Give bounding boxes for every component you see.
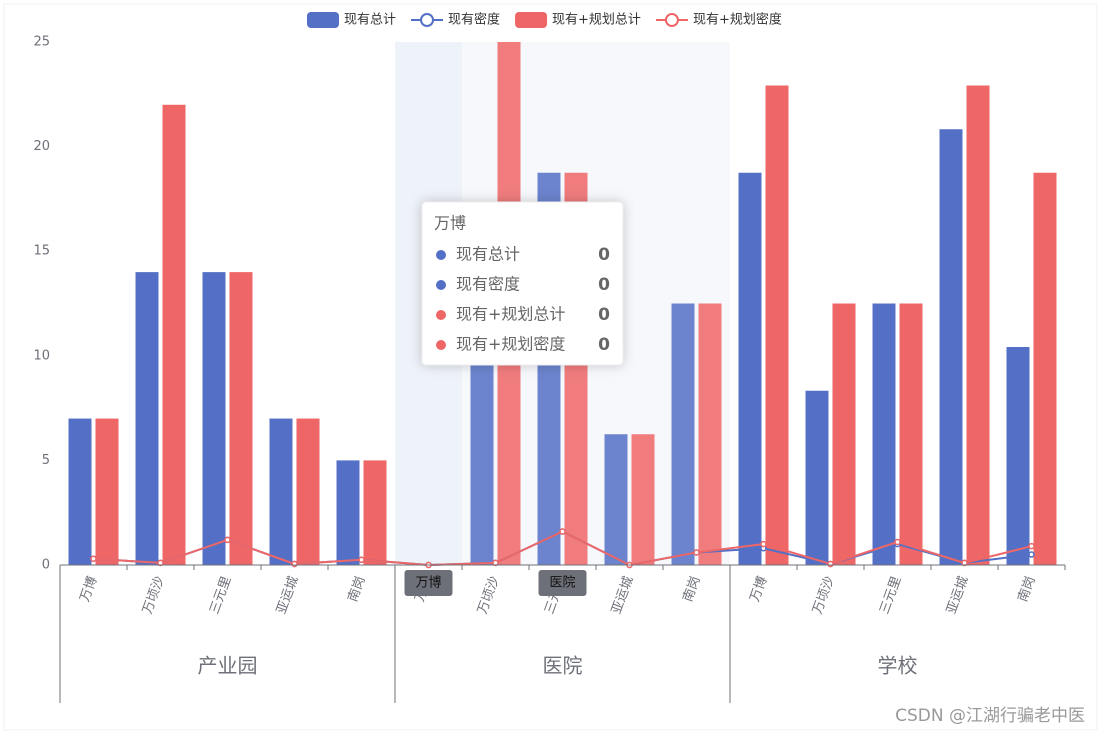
bar — [966, 85, 990, 565]
bar — [269, 418, 293, 565]
line-point — [291, 560, 298, 568]
bar — [202, 272, 226, 565]
legend-label: 现有+规划总计 — [552, 13, 641, 28]
line-point — [1028, 551, 1035, 558]
y-tick-label: 10 — [33, 348, 50, 363]
bar — [470, 303, 494, 565]
bar — [765, 85, 789, 565]
line-point — [224, 536, 231, 544]
bar — [162, 104, 186, 565]
line-point — [693, 549, 700, 556]
tooltip-dot — [436, 280, 446, 290]
y-tick-label: 25 — [33, 35, 50, 50]
bar — [229, 272, 253, 565]
bar — [363, 460, 387, 565]
legend-label: 现有+规划密度 — [693, 12, 782, 28]
bar — [95, 418, 119, 565]
bar — [1033, 172, 1057, 565]
bar — [671, 303, 695, 565]
pointer-label-box — [538, 570, 587, 596]
bar — [939, 129, 963, 566]
y-tick-label: 0 — [42, 558, 50, 573]
pointer-label: 医院 — [549, 576, 575, 591]
bar — [698, 303, 722, 565]
bar — [604, 434, 628, 565]
group-label: 学校 — [878, 654, 918, 678]
line-point — [760, 540, 767, 548]
line-point — [358, 556, 365, 564]
group-label: 医院 — [543, 654, 583, 678]
line-point — [1028, 542, 1035, 550]
line-point — [90, 555, 97, 562]
line-point — [559, 528, 566, 535]
y-tick-label: 20 — [33, 139, 50, 154]
bar — [135, 272, 159, 565]
legend-swatch — [515, 12, 548, 28]
tooltip-name: 现有密度 — [456, 275, 520, 294]
pointer-label: 万博 — [415, 576, 441, 591]
pointer-label-box — [404, 570, 453, 596]
bar — [832, 303, 856, 565]
watermark: CSDN @江湖行骗老中医 — [895, 706, 1085, 726]
tooltip-value: 0 — [598, 245, 610, 265]
tooltip-dot — [436, 340, 446, 350]
bar — [805, 390, 829, 565]
y-tick-label: 5 — [42, 453, 50, 468]
line-point — [827, 560, 834, 568]
legend-swatch — [664, 13, 679, 27]
legend-swatch — [307, 12, 339, 28]
line-point — [894, 538, 901, 546]
tooltip-dot — [436, 250, 446, 260]
tooltip-value: 0 — [598, 305, 610, 325]
bar — [899, 303, 923, 565]
tooltip-name: 现有+规划总计 — [456, 305, 565, 324]
legend-label: 现有密度 — [448, 12, 500, 28]
bar — [738, 172, 762, 565]
tooltip-value: 0 — [598, 335, 610, 355]
group-label: 产业园 — [198, 654, 258, 678]
tooltip-box — [421, 201, 624, 366]
bar — [631, 434, 655, 565]
legend-label: 现有总计 — [344, 13, 396, 28]
legend-swatch — [420, 13, 435, 27]
bar — [296, 418, 320, 565]
tooltip-value: 0 — [598, 275, 610, 295]
bar — [1006, 347, 1030, 565]
tooltip-title: 万博 — [434, 214, 466, 233]
bar — [336, 460, 360, 565]
tooltip-name: 现有总计 — [456, 245, 520, 264]
bar — [872, 303, 896, 565]
bar — [68, 418, 92, 565]
tooltip-dot — [436, 310, 446, 320]
y-tick-label: 15 — [33, 244, 50, 259]
tooltip-name: 现有+规划密度 — [456, 335, 565, 354]
